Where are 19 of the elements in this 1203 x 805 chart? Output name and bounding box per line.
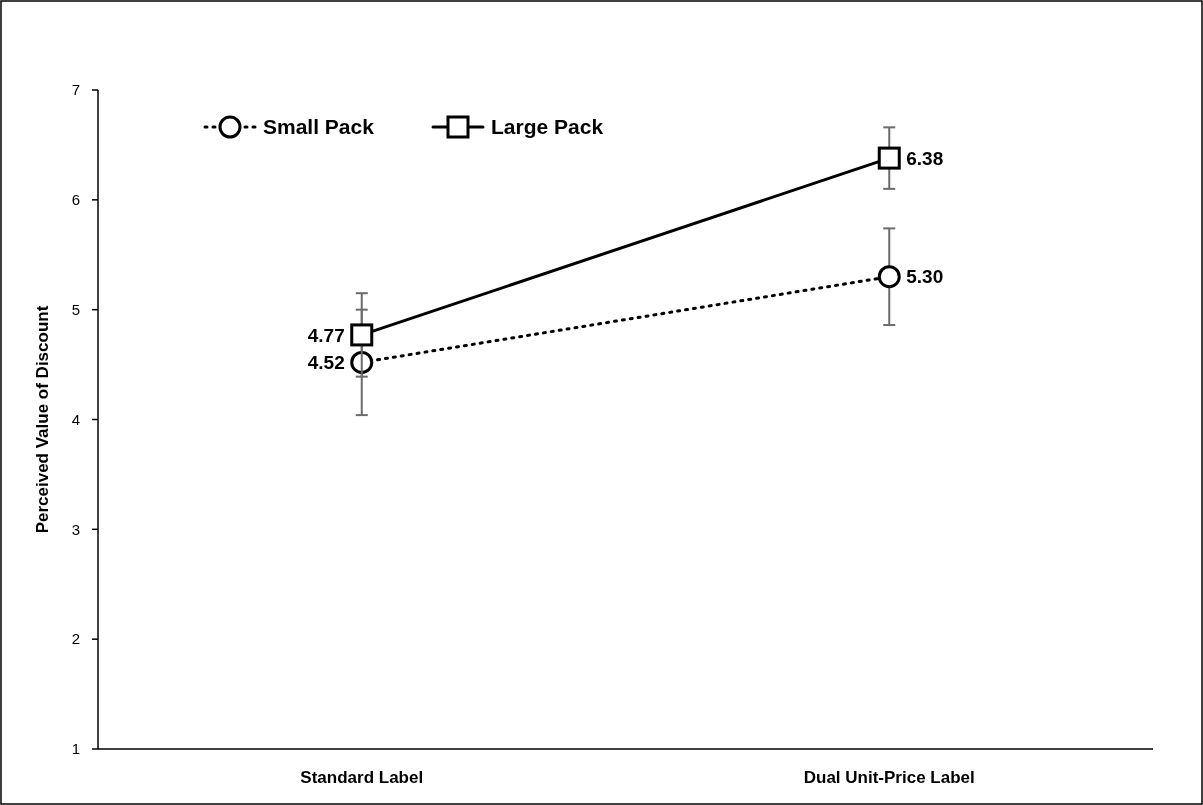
data-label: 6.38: [906, 147, 944, 169]
legend-label: Large Pack: [491, 115, 604, 139]
y-tick-label: 3: [71, 520, 81, 538]
point: [350, 323, 374, 347]
y-tick-label: 5: [71, 300, 81, 318]
y-tick-label: 6: [71, 191, 81, 209]
point: [877, 146, 901, 170]
y-tick-label: 4: [71, 410, 81, 428]
data-label: 4.77: [307, 324, 345, 346]
data-label: 4.52: [307, 352, 345, 374]
y-tick-label: 7: [71, 81, 81, 99]
point: [877, 265, 901, 289]
y-axis-title: Perceived Value of Discount: [33, 305, 52, 534]
legend-label: Small Pack: [263, 115, 375, 139]
x-tick-label: Standard Label: [300, 768, 424, 787]
x-tick-label: Dual Unit-Price Label: [803, 768, 975, 787]
data-label: 5.30: [906, 266, 944, 288]
y-tick-label: 2: [71, 630, 81, 648]
y-tick-label: 1: [71, 740, 81, 758]
